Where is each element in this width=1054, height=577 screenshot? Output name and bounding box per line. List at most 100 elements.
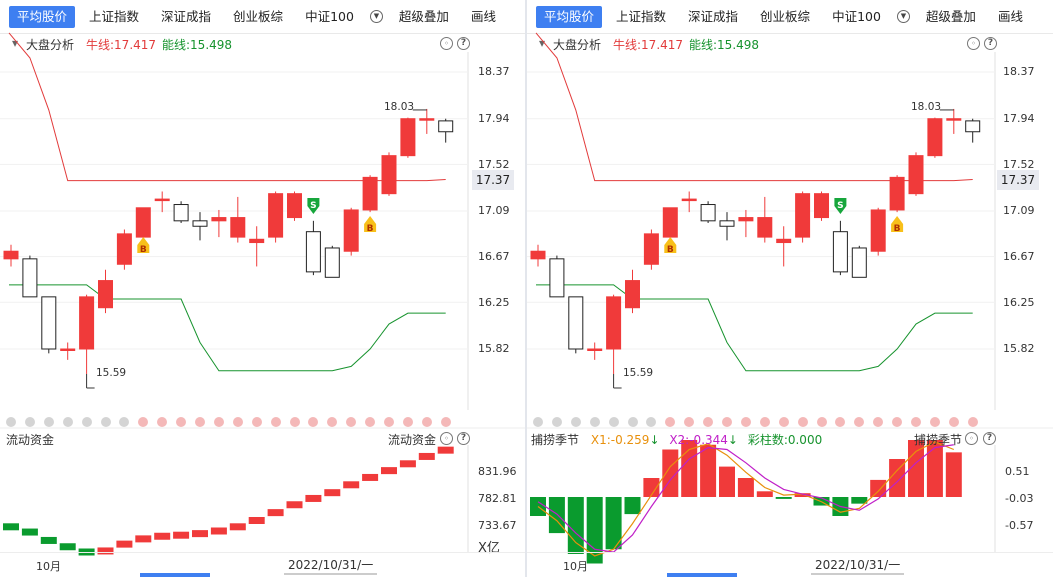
y-tick: 17.94: [478, 112, 510, 125]
candle: [965, 118, 981, 143]
candle-body: [343, 209, 359, 252]
buy-signal-icon: B: [364, 216, 377, 234]
buy-signal-icon-shape: [137, 237, 150, 253]
signal-dot: [665, 417, 676, 427]
tab-super-overlay[interactable]: 超级叠加: [398, 8, 449, 24]
tab-super-overlay[interactable]: 超级叠加: [925, 8, 976, 24]
tab-draw-line[interactable]: 画线: [997, 8, 1023, 24]
candle: [625, 269, 640, 314]
candle-body: [362, 176, 378, 211]
candle: [230, 196, 246, 243]
tab-shanghai-index[interactable]: 上证指数: [616, 8, 667, 24]
capital-flow-bar: [362, 473, 379, 481]
settings-icon[interactable]: ◦: [440, 37, 453, 50]
settings-icon[interactable]: ◦: [965, 432, 978, 445]
main-indicator-bar: ▾ 大盘分析 牛线:17.417 能线:15.498: [527, 34, 1053, 52]
x1-value: X1:-0.259: [590, 433, 650, 447]
capital-flow-bar: [173, 531, 190, 539]
signal-dot: [440, 417, 451, 427]
color-bar-count: 彩柱数:0.000: [747, 433, 823, 447]
fishing-season-bar: [737, 478, 754, 497]
tab-bar: 平均股价 上证指数 深证成指 创业板综 中证100 ▼ 超级叠加 画线: [527, 0, 1053, 34]
candle-body: [889, 176, 905, 211]
candle-body: [305, 231, 321, 273]
candle: [400, 117, 416, 158]
signal-dot: [854, 417, 865, 427]
help-icon[interactable]: ?: [983, 432, 996, 445]
candle-body: [946, 118, 962, 121]
signal-dot: [365, 417, 376, 427]
candle-body: [927, 118, 943, 157]
tab-csi100[interactable]: 中证100: [832, 8, 881, 24]
help-icon[interactable]: ?: [457, 37, 470, 50]
y-tick: 17.52: [478, 158, 510, 171]
help-icon[interactable]: ?: [457, 432, 470, 445]
sell-signal-icon: S: [834, 198, 847, 214]
candle: [908, 152, 924, 196]
signal-dot: [308, 417, 319, 427]
candle: [324, 245, 340, 278]
capital-flow-bar: [267, 509, 284, 517]
scroll-indicator[interactable]: [667, 573, 737, 577]
signal-dot: [289, 417, 300, 427]
signal-dot: [100, 417, 111, 427]
scroll-indicator[interactable]: [140, 573, 210, 577]
candle: [568, 296, 584, 354]
y-tick: -0.57: [1005, 519, 1034, 532]
y-tick: 733.67: [478, 519, 517, 532]
candle-body: [192, 220, 208, 227]
sub-indicator-bar: 捕捞季节 X1:-0.259↓ X2:-0.344↓ 彩柱数:0.000: [531, 431, 822, 448]
candle: [438, 118, 454, 143]
signal-dot: [684, 417, 695, 427]
capital-flow-bar: [40, 536, 57, 544]
tab-average-price[interactable]: 平均股价: [9, 5, 76, 28]
collapse-chevron-icon[interactable]: ▾: [12, 36, 19, 50]
settings-icon[interactable]: ◦: [967, 37, 980, 50]
x2-down-arrow-icon: ↓: [727, 433, 738, 447]
candle: [606, 294, 622, 374]
sub-indicator-title[interactable]: 捕捞季节: [531, 433, 580, 447]
chevron-down-icon[interactable]: ▼: [369, 10, 383, 23]
candle: [757, 196, 773, 243]
capital-flow-bar: [305, 494, 322, 502]
fishing-season-bar: [567, 497, 584, 554]
tab-csi100[interactable]: 中证100: [305, 8, 354, 24]
x2-line: [537, 444, 954, 553]
time-axis: 10月 2022/10/31/一: [527, 552, 1053, 577]
settings-icon[interactable]: ◦: [440, 432, 453, 445]
signal-dot: [195, 417, 205, 427]
candle: [946, 108, 962, 134]
tab-shanghai-index[interactable]: 上证指数: [89, 8, 140, 24]
candle-body: [60, 348, 76, 351]
capital-flow-bar: [418, 452, 435, 460]
capital-flow-bar: [381, 467, 397, 475]
capital-flow-bar: [343, 481, 360, 489]
tab-shenzhen-index[interactable]: 深证成指: [161, 8, 212, 24]
tab-average-price[interactable]: 平均股价: [536, 5, 603, 28]
tab-draw-line[interactable]: 画线: [470, 8, 496, 24]
sub-indicator-title-right[interactable]: 捕捞季节: [914, 433, 963, 447]
candle: [587, 342, 603, 360]
tab-shenzhen-index[interactable]: 深证成指: [688, 8, 739, 24]
capital-flow-bar: [135, 535, 152, 543]
candle: [116, 229, 132, 270]
y-tick: 17.09: [478, 204, 510, 217]
candle: [530, 244, 546, 267]
sub-indicator-title-right[interactable]: 流动资金: [388, 433, 437, 447]
signal-dot: [81, 417, 92, 427]
tab-chinext[interactable]: 创业板综: [760, 8, 811, 24]
indicator-title[interactable]: 大盘分析: [553, 38, 602, 52]
niu-line: [8, 32, 446, 182]
candle-body: [173, 204, 189, 222]
signal-dot: [213, 417, 224, 427]
sub-indicator-title[interactable]: 流动资金: [6, 433, 55, 447]
tab-chinext[interactable]: 创业板综: [233, 8, 284, 24]
chevron-down-icon[interactable]: ▼: [896, 10, 910, 23]
collapse-chevron-icon[interactable]: ▾: [539, 36, 546, 50]
indicator-title[interactable]: 大盘分析: [26, 38, 75, 52]
low-price-label: 15.59: [623, 367, 654, 379]
signal-dot: [43, 417, 54, 427]
help-icon[interactable]: ?: [984, 37, 997, 50]
signal-dot-row: [0, 415, 526, 429]
candle: [662, 207, 678, 243]
